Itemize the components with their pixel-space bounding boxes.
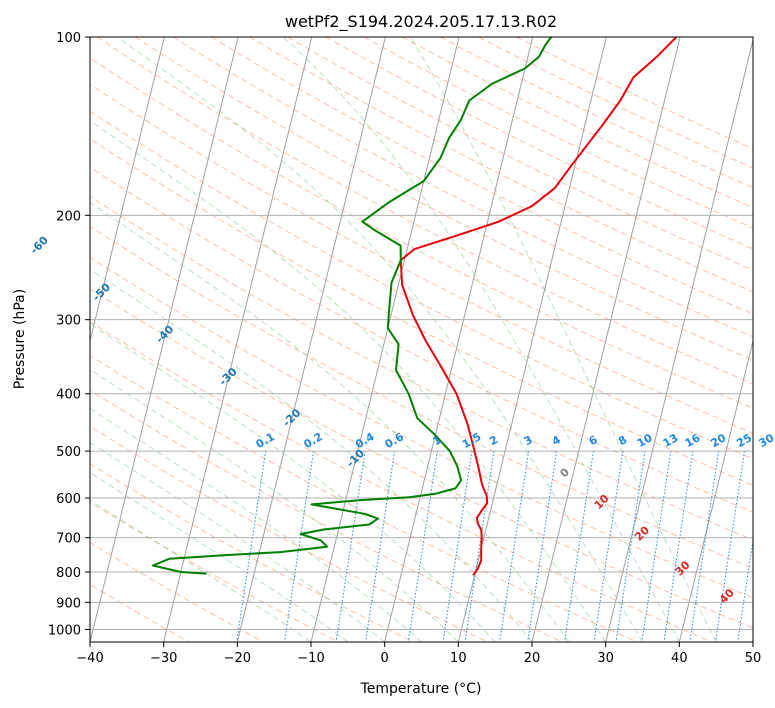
y-tick-label: 800 [56,566,81,581]
y-tick-label: 300 [56,314,81,329]
moist-adiabat [90,368,459,642]
y-tick-label: 700 [56,532,81,547]
isotherm [163,37,313,642]
moist-adiabat [116,37,643,642]
dry-adiabat [90,256,753,599]
mixing-ratio-line [641,451,672,642]
x-tick-label: 30 [597,651,614,666]
x-tick-label: −10 [297,651,324,666]
y-tick-label: 1000 [48,623,81,638]
x-tick-label: 0 [381,651,389,666]
x-tick-label: 20 [524,651,541,666]
mixing-ratio-line [715,451,745,642]
moist-adiabat [90,407,422,642]
dry-adiabat [90,225,753,570]
dry-adiabat [90,57,753,409]
mixing-ratio-line [442,451,473,642]
isotherm [90,37,239,642]
dry-adiabat [90,138,753,486]
dry-adiabat [287,37,753,271]
dry-adiabat [90,321,712,642]
mixing-ratio-line [563,451,594,642]
dry-adiabat [90,110,753,460]
isotherm [531,37,681,642]
mixing-ratio-line [689,451,720,642]
dry-adiabat [90,195,753,541]
moist-adiabat [90,268,533,642]
series-layer [151,37,678,576]
y-tick-label: 500 [56,445,81,460]
isotherm [384,37,534,642]
x-axis: −40 −30 −20 −10 0 10 20 30 40 50 [76,642,761,666]
dry-adiabat [134,37,753,361]
y-tick-label: 600 [56,492,81,507]
dry-adiabat [96,37,753,385]
dewpoint-profile [151,37,553,575]
mixing-ratio-line [527,451,558,642]
isotherm [457,37,607,642]
y-axis: 100 200 300 400 500 600 700 800 900 1000 [48,31,90,638]
y-tick-label: 200 [56,209,81,224]
isotherm [605,37,753,642]
mixing-ratio-line [663,451,694,642]
dry-adiabat [401,37,753,209]
isotherm [678,338,753,642]
dry-adiabat [90,463,414,642]
chart-title: wetPf2_S194.2024.205.17.13.R02 [285,12,557,32]
mixing-ratio-line [464,451,495,642]
dry-adiabat [211,37,753,315]
mixing-ratio-line [284,451,315,642]
dry-adiabat [90,83,753,434]
mixing-ratio-line [407,451,438,642]
dry-adiabat [90,354,638,642]
temperature-profile [399,37,678,576]
mixing-ratio-line [365,451,396,642]
dry-adiabat [478,37,753,169]
x-tick-label: 50 [745,651,762,666]
moist-adiabat [283,37,680,642]
mixing-ratio-line [615,451,646,642]
isotherm [310,37,460,642]
pressure-grid [90,36,753,630]
mixing-ratio-line [236,451,267,642]
mixing-ratio-line [335,451,366,642]
x-tick-label: −40 [76,651,103,666]
x-tick-label: −20 [224,651,251,666]
moist-adiabat [90,120,607,642]
dry-adiabat [90,389,563,642]
mixing-ratio-line [593,451,624,642]
y-tick-label: 100 [56,31,81,46]
dry-adiabat [90,288,753,629]
x-axis-title: Temperature (°C) [360,681,482,697]
y-tick-label: 900 [56,596,81,611]
dry-adiabat [90,501,339,642]
isotherm [236,37,386,642]
moist-adiabat [90,472,349,642]
moist-adiabat [90,202,570,642]
x-tick-label: 10 [450,651,467,666]
y-tick-label: 400 [56,388,81,403]
x-tick-label: 40 [671,651,688,666]
mixing-ratio-label: 30 [756,431,775,450]
dry-adiabat [325,37,753,250]
moist-adiabat [90,441,385,642]
x-tick-label: −30 [150,651,177,666]
plot-frame [89,36,754,643]
background-lines [90,37,753,642]
y-axis-title: Pressure (hPa) [12,289,28,389]
mixing-ratio-line [499,451,530,642]
